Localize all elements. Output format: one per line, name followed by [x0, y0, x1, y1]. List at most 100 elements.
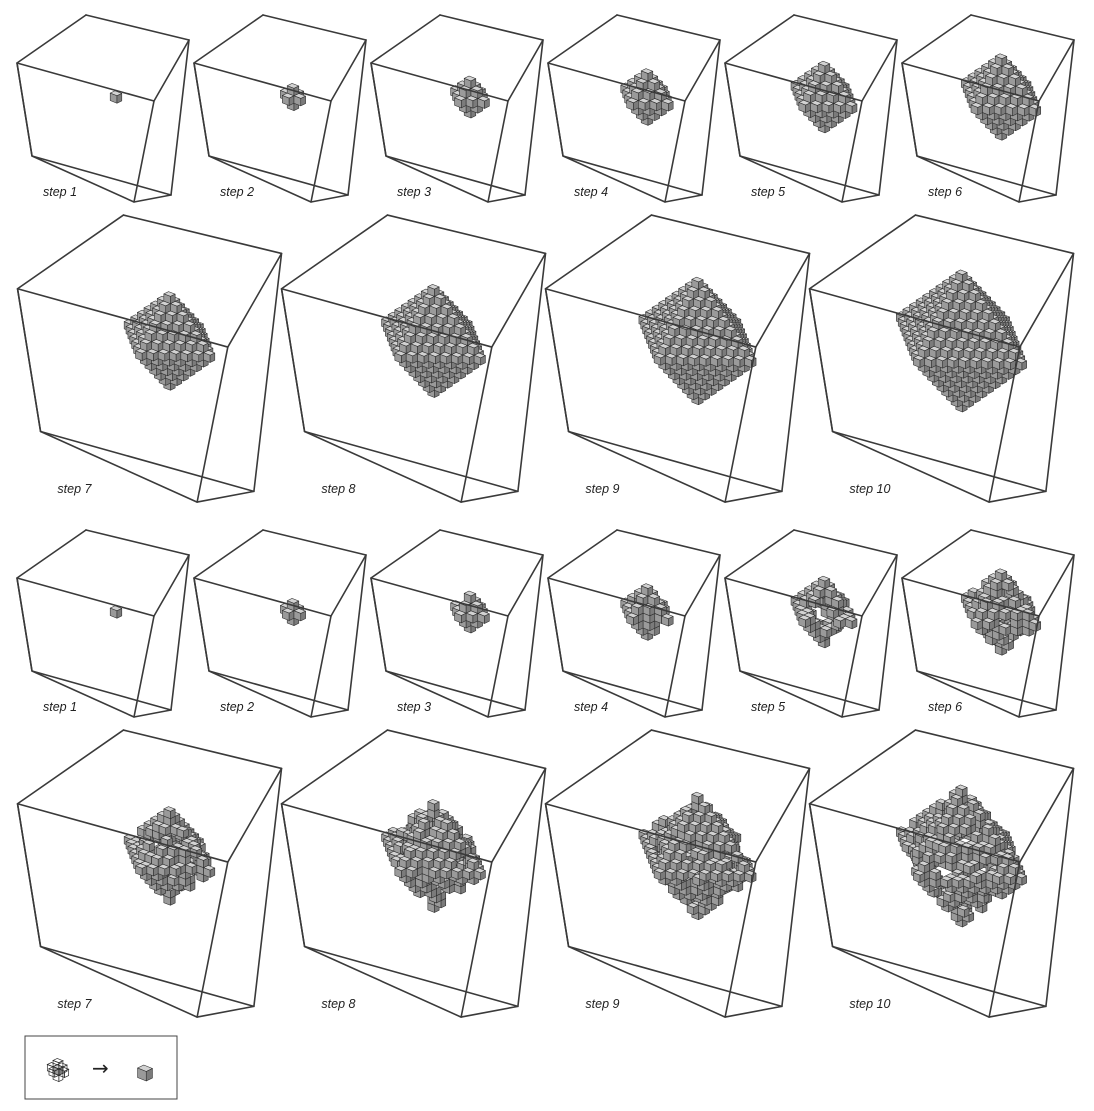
panel-step-3: step 3	[370, 14, 544, 203]
cell-cube	[815, 90, 828, 104]
cell-cube	[451, 867, 464, 880]
cell-cube	[661, 98, 674, 112]
cell-cube	[821, 100, 834, 114]
cell-cube	[473, 352, 486, 366]
cell-cube	[964, 813, 976, 827]
cell-cube	[957, 803, 970, 817]
panel-step-8: step 8	[280, 729, 547, 1018]
step-label: step 7	[57, 482, 92, 496]
cell-cube	[698, 801, 711, 815]
panel-step-2: step 2	[193, 529, 367, 718]
frame-side-edges	[808, 729, 1075, 1018]
cell-cube	[477, 610, 490, 624]
sequence-2: step 1 step 2 step 3 step 4 step 5 step 6 step…	[16, 529, 1075, 1018]
cell-cube	[453, 323, 466, 336]
cell-cube	[463, 75, 477, 89]
panel-step-4: step 4	[547, 529, 721, 718]
cell-cluster	[638, 791, 757, 921]
cell-cube	[963, 861, 976, 875]
step-label: step 10	[849, 482, 890, 496]
cell-cube	[467, 342, 480, 356]
panel-step-7: step 7	[16, 729, 283, 1018]
cell-cube	[817, 575, 831, 589]
frame-front-face	[370, 62, 509, 203]
cell-cube	[647, 78, 660, 92]
cell-cube	[626, 97, 639, 111]
cell-cube	[109, 605, 123, 619]
cell-cube	[798, 99, 811, 113]
cell-cube	[454, 95, 467, 109]
step-label: step 8	[321, 482, 355, 496]
cell-cube	[819, 625, 833, 639]
cell-cluster	[896, 269, 1027, 413]
frame-back-edges	[85, 14, 190, 196]
panel-step-9: step 9	[544, 214, 811, 503]
step-label: step 8	[321, 997, 355, 1011]
step-label: step 9	[585, 482, 619, 496]
cell-cube	[737, 345, 750, 359]
cell-cube	[824, 585, 837, 599]
cell-cube	[721, 869, 734, 883]
cell-cube	[176, 310, 189, 324]
cell-cube	[922, 851, 935, 864]
cell-cube	[955, 784, 968, 798]
cell-cube	[813, 70, 826, 84]
cell-cube	[203, 865, 216, 878]
cell-cube	[845, 616, 858, 630]
cell-cube	[163, 806, 176, 819]
cell-cube	[962, 279, 975, 293]
cell-cube	[703, 859, 716, 873]
step-label: step 3	[397, 700, 431, 714]
step-label: step 7	[57, 997, 92, 1011]
cell-cube	[817, 60, 831, 74]
cell-cluster	[123, 291, 216, 391]
step-label: step 1	[43, 185, 77, 199]
cell-cube	[647, 593, 660, 607]
cell-cube	[988, 318, 1001, 332]
panel-step-10: step 10	[808, 214, 1075, 503]
cell-cube	[995, 328, 1008, 342]
panel-step-6: step 6	[901, 529, 1075, 718]
cell-cube	[163, 291, 176, 304]
step-label: step 2	[220, 185, 254, 199]
step-label: step 1	[43, 700, 77, 714]
frame-back-edges	[85, 529, 190, 711]
cell-cube	[1008, 596, 1021, 609]
cell-cube	[808, 80, 821, 94]
cell-cube	[711, 821, 724, 834]
cell-cube	[803, 90, 816, 104]
cell-cluster	[450, 75, 490, 119]
cell-cube	[170, 301, 183, 314]
cell-cluster	[123, 806, 216, 906]
cell-cluster	[109, 90, 123, 104]
cell-cube	[798, 614, 811, 628]
cell-cube	[988, 833, 1001, 847]
cell-cube	[667, 839, 680, 852]
panel-step-9: step 9	[544, 729, 811, 1018]
cell-cube	[704, 811, 717, 825]
frame-front-face	[547, 62, 686, 203]
cell-cube	[1028, 618, 1042, 632]
cell-cube	[686, 902, 699, 916]
cell-cube	[196, 340, 209, 353]
frame-side-edges	[193, 529, 367, 718]
frame-side-edges	[16, 14, 190, 203]
panel-step-5: step 5	[724, 529, 898, 718]
cell-cube	[427, 799, 440, 812]
frame-back-edges	[262, 14, 367, 196]
frame-front-face	[193, 62, 332, 203]
rule-legend: →	[24, 1035, 178, 1100]
cell-cube	[403, 846, 416, 860]
cell-cube	[833, 100, 846, 114]
panel-step-6: step 6	[901, 14, 1075, 203]
cell-cube	[955, 269, 968, 283]
cell-cube	[845, 101, 858, 115]
panels-layer: step 1 step 2 step 3 step 4 step 5 step 6 step…	[16, 14, 1075, 1018]
cell-cluster	[109, 605, 123, 619]
step-label: step 4	[574, 185, 608, 199]
cell-cube	[183, 320, 196, 334]
cell-cube	[724, 325, 737, 339]
frame-side-edges	[193, 14, 367, 203]
step-label: step 6	[928, 700, 962, 714]
